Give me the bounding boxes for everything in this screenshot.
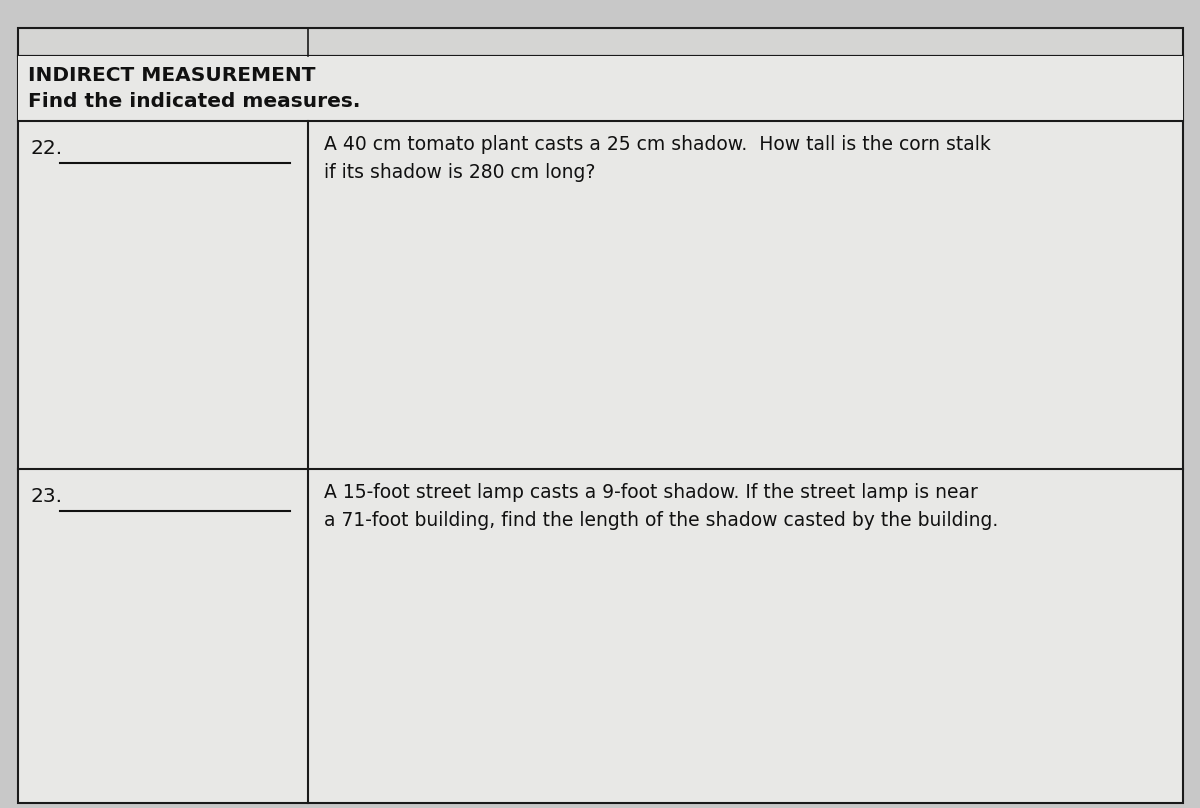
Text: A 15-foot street lamp casts a 9-foot shadow. If the street lamp is near: A 15-foot street lamp casts a 9-foot sha… — [324, 483, 978, 502]
Text: A 40 cm tomato plant casts a 25 cm shadow.  How tall is the corn stalk: A 40 cm tomato plant casts a 25 cm shado… — [324, 135, 991, 154]
Text: INDIRECT MEASUREMENT: INDIRECT MEASUREMENT — [28, 66, 316, 85]
Text: 22.: 22. — [30, 139, 62, 158]
Text: Find the indicated measures.: Find the indicated measures. — [28, 92, 360, 111]
Text: if its shadow is 280 cm long?: if its shadow is 280 cm long? — [324, 163, 595, 182]
Text: a 71-foot building, find the length of the shadow casted by the building.: a 71-foot building, find the length of t… — [324, 511, 998, 530]
Bar — [18, 56, 1183, 121]
Bar — [18, 28, 1183, 56]
Text: 23.: 23. — [30, 487, 62, 506]
